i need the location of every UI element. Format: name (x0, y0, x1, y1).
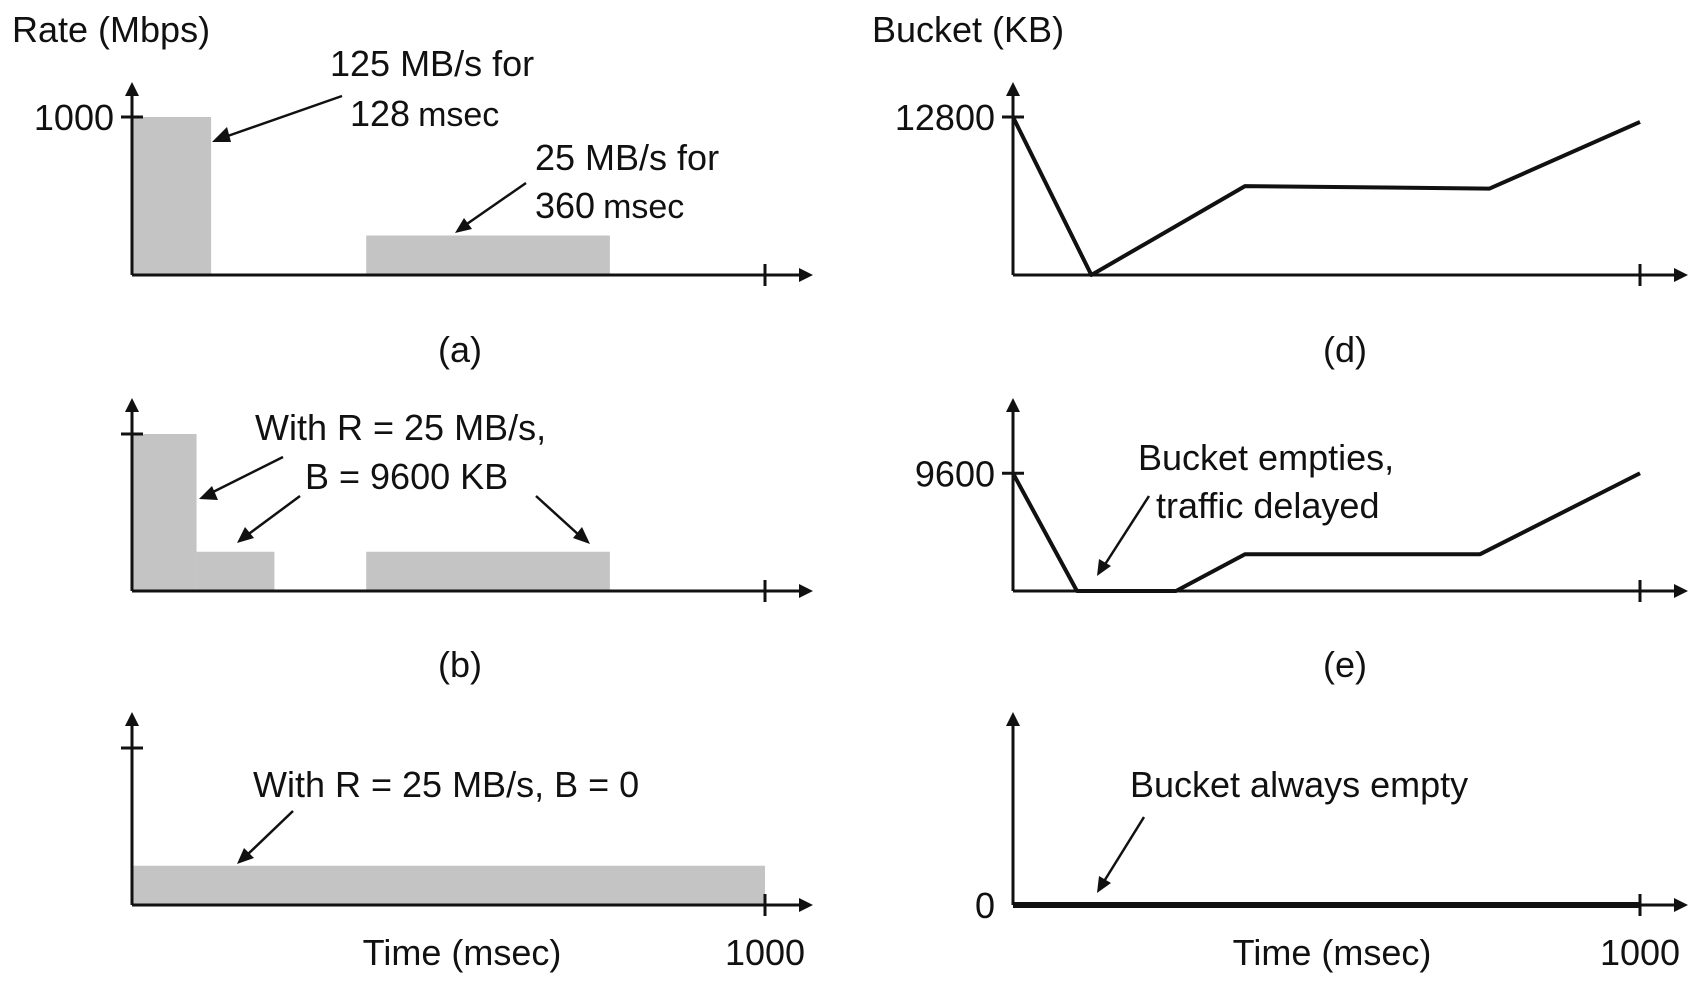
arrow-b-to-tall (208, 455, 284, 496)
right-axis-title: Bucket (KB) (872, 9, 1064, 50)
annotation-a-burst-value: 128 (350, 93, 410, 134)
x-tick-label-c-0: 1000 (725, 932, 805, 973)
arrow-a-burst (221, 94, 343, 140)
left-axis-title: Rate (Mbps) (12, 9, 210, 50)
y-axis-arrow-c (125, 712, 139, 726)
arrow-c (245, 810, 294, 857)
x-axis-arrow-c (799, 898, 813, 912)
arrow-b-to-low (245, 494, 301, 538)
x-axis-arrow-f (1674, 898, 1688, 912)
arrow-b-to-right-head (573, 527, 590, 544)
bar-a-1 (366, 235, 610, 275)
panel-e-bucket-chart: 9600 (915, 398, 1688, 602)
x-axis-title-right: Time (msec) (1233, 932, 1432, 973)
caption-b: (b) (438, 644, 482, 685)
annotation-arrows (199, 94, 1151, 893)
arrow-a-burst-head (212, 127, 231, 142)
y-tick-label-e-0: 9600 (915, 453, 995, 494)
arrow-e (1102, 495, 1151, 567)
y-axis-arrow-b (125, 398, 139, 412)
arrow-a-sustained-head (455, 218, 472, 233)
caption-d: (d) (1323, 329, 1367, 370)
arrow-e-head (1097, 559, 1111, 576)
annotation-a-sustained-value: 360 (535, 185, 595, 226)
arrow-f-head (1097, 876, 1111, 893)
annotation-a-sustained: 25 MB/s for 360 msec (535, 137, 719, 226)
bar-b-0 (132, 434, 197, 591)
y-tick-label-d-0: 12800 (895, 97, 995, 138)
annotation-a-burst-line1: 125 MB/s for (330, 43, 534, 84)
bar-b-2 (366, 551, 610, 591)
annotation-b-line1: With R = 25 MB/s, (255, 407, 546, 448)
y-axis-arrow-f (1006, 712, 1020, 726)
series-line-e-0 (1011, 471, 1641, 593)
arrow-b-to-right (535, 495, 581, 537)
annotation-e-line1: Bucket empties, (1138, 437, 1394, 478)
annotation-b-line2: B = 9600 KB (305, 456, 508, 497)
caption-e: (e) (1323, 644, 1367, 685)
y-tick-label-a-0: 1000 (34, 97, 114, 138)
annotation-c: With R = 25 MB/s, B = 0 (253, 764, 639, 805)
panel-a-rate-chart: 1000 (34, 82, 813, 286)
bar-b-1 (196, 551, 275, 591)
panel-f-bucket-chart: 1000 0 (975, 712, 1688, 973)
series-line-d-0 (1011, 116, 1641, 277)
y-axis-arrow-e (1006, 398, 1020, 412)
arrow-b-to-tall-head (199, 486, 218, 500)
arrow-c-head (237, 848, 254, 864)
y-axis-arrow-d (1006, 82, 1020, 96)
annotation-a-sustained-line2: 360 msec (535, 185, 684, 226)
x-tick-label-f-0: 1000 (1600, 932, 1680, 973)
annotation-a-sustained-line1: 25 MB/s for (535, 137, 719, 178)
x-axis-title-left: Time (msec) (363, 932, 562, 973)
x-axis-arrow-b (799, 584, 813, 598)
bar-c-0 (132, 865, 765, 905)
y-axis-arrow-a (125, 82, 139, 96)
x-axis-arrow-e (1674, 584, 1688, 598)
annotation-a-sustained-unit: msec (603, 188, 684, 226)
arrow-f (1101, 816, 1146, 884)
x-axis-arrow-a (799, 268, 813, 282)
panel-b-rate-chart (121, 398, 813, 602)
annotation-a-burst-line2: 128 msec (350, 93, 499, 134)
y-tick-label-f-0: 0 (975, 885, 995, 926)
annotation-a-burst-unit: msec (418, 96, 499, 134)
arrow-a-sustained (463, 181, 527, 228)
x-axis-arrow-d (1674, 268, 1688, 282)
caption-a: (a) (438, 329, 482, 370)
annotation-f: Bucket always empty (1130, 764, 1468, 805)
bar-a-0 (132, 117, 212, 275)
arrow-b-to-low-head (237, 527, 254, 543)
panel-c-rate-chart: 1000 (121, 712, 813, 973)
annotation-a-burst: 125 MB/s for 128 msec (330, 43, 534, 134)
annotation-e-line2: traffic delayed (1156, 485, 1379, 526)
panel-d-bucket-chart: 12800 (895, 82, 1688, 286)
